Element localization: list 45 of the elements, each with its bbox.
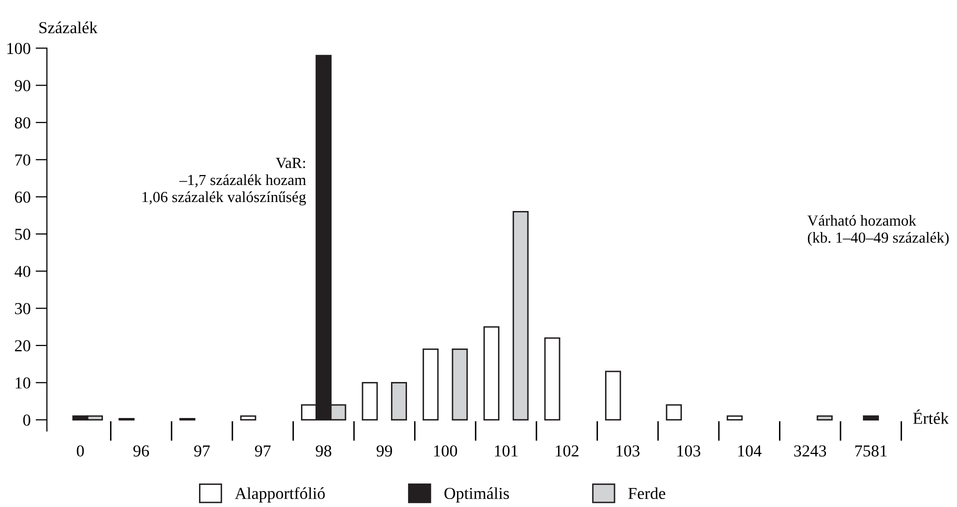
bar [544,337,560,420]
legend-label: Alapportfólió [234,487,325,502]
x-tick-label: 7581 [855,445,887,457]
x-tick-label: 103 [616,445,640,457]
y-tick-label: 100 [7,42,30,54]
x-tick-label: 96 [133,445,149,457]
bar [452,348,468,420]
bar [240,415,256,420]
bar [862,415,879,420]
legend-label: Optimális [444,487,509,502]
y-axis-title: Százalék [39,22,98,34]
legend-label: Ferde [628,487,666,500]
y-tick-label: 30 [15,303,30,314]
y-tick-label: 60 [14,192,30,203]
y-tick-label: 90 [14,80,30,92]
x-tick-label: 3243 [794,445,826,457]
y-tick-label: 50 [15,228,30,240]
x-tick-label: 103 [677,445,700,457]
y-tick-label: 0 [23,414,30,426]
bar [726,415,743,420]
bar [666,404,682,420]
x-tick-label: 100 [434,445,458,457]
x-tick-label: 0 [76,445,84,457]
x-tick-label: 104 [738,445,762,457]
x-tick-label: 102 [556,445,578,457]
y-tick-label: 20 [14,340,30,352]
x-tick-label: 99 [376,445,392,457]
y-tick-label: 70 [15,154,30,166]
bar [391,382,407,420]
annotation: Várható hozamok (kb. 1–40–49 százalék) [807,214,949,246]
x-axis-title: Érték [913,410,949,424]
bar [605,370,622,420]
x-tick-label: 101 [495,445,518,457]
x-tick-label: 97 [254,445,271,457]
bar [483,326,500,420]
bar [422,348,439,420]
bar [512,210,529,420]
y-tick-label: 80 [14,117,30,128]
bar [362,382,378,420]
annotation: VaR: –1,7 százalék hozam 1,06 százalék valószínűség [142,158,306,206]
y-tick-label: 10 [16,377,30,389]
x-tick-label: 97 [194,445,210,457]
y-tick-label: 40 [14,266,30,278]
x-tick-label: 98 [316,445,332,457]
bar [816,415,833,420]
